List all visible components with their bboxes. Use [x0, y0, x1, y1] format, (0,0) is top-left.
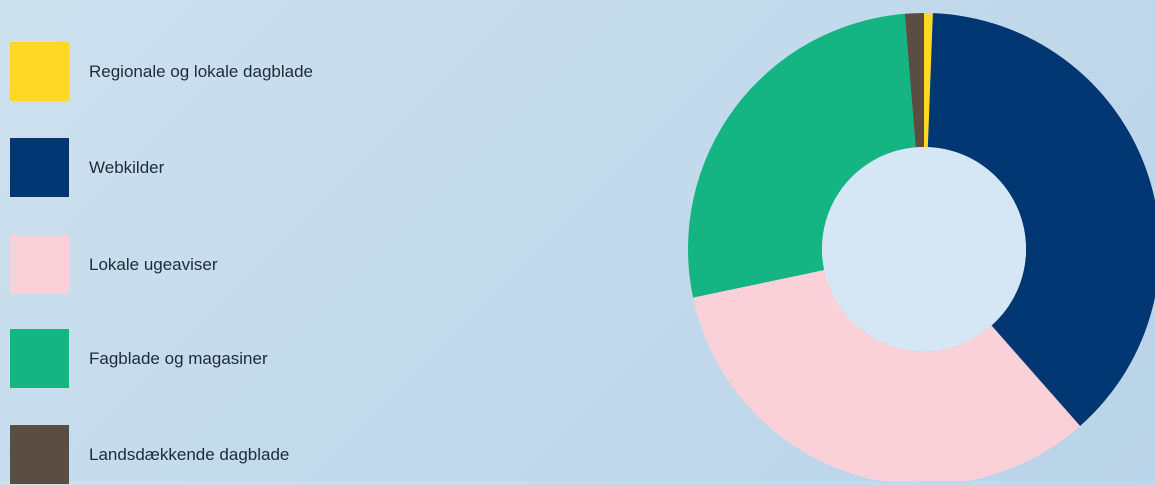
- legend-label-lokale-ugeaviser: Lokale ugeaviser: [89, 255, 218, 274]
- legend-swatch-landsdaekkende-dagblade: [10, 425, 69, 484]
- donut-slice-webkilder: [927, 13, 1155, 427]
- legend-label-regionale-og-lokale-dagblade: Regionale og lokale dagblade: [89, 62, 314, 81]
- donut-hole: [822, 147, 1026, 351]
- donut-slice-lokale-ugeaviser: [693, 270, 1081, 481]
- donut-slice-regionale-og-lokale-dagblade: [924, 13, 933, 148]
- legend-item-regionale-og-lokale-dagblade: Regionale og lokale dagblade: [10, 42, 610, 102]
- legend-label-webkilder: Webkilder: [89, 158, 165, 177]
- legend-label-landsdaekkende-dagblade: Landsdækkende dagblade: [89, 445, 290, 464]
- legend-swatch-lokale-ugeaviser: [10, 235, 69, 294]
- legend-item-fagblade-og-magasiner: Fagblade og magasiner: [10, 329, 610, 389]
- donut-slice-landsdaekkende-dagblade: [904, 13, 924, 148]
- legend-item-lokale-ugeaviser: Lokale ugeaviser: [10, 235, 610, 295]
- legend-item-landsdaekkende-dagblade: Landsdækkende dagblade: [10, 425, 610, 485]
- legend-item-webkilder: Webkilder: [10, 138, 610, 198]
- legend-swatch-regionale-og-lokale-dagblade: [10, 42, 69, 101]
- legend-swatch-webkilder: [10, 138, 69, 197]
- donut-slice-fagblade-og-magasiner: [687, 13, 916, 298]
- legend-swatch-fagblade-og-magasiner: [10, 329, 69, 388]
- legend-label-fagblade-og-magasiner: Fagblade og magasiner: [89, 349, 268, 368]
